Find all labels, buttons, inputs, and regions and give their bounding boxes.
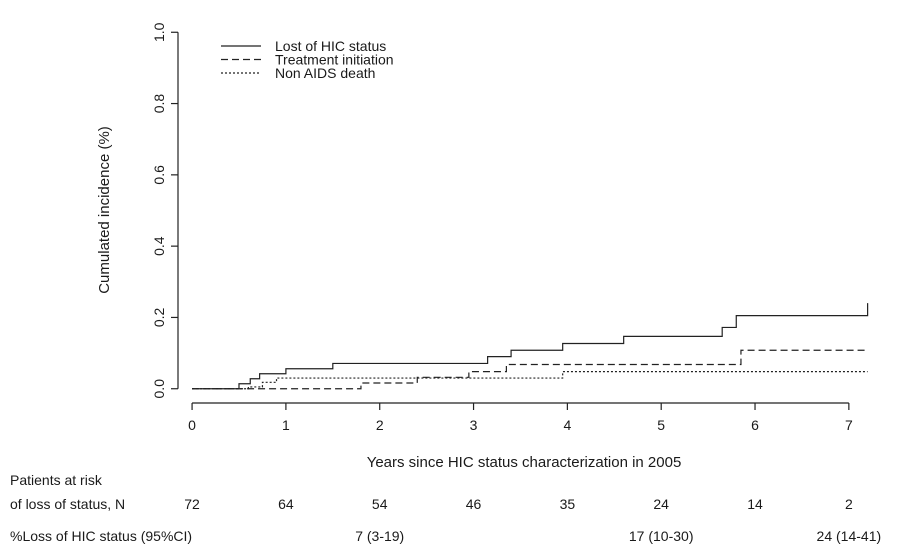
legend-label: Lost of HIC status <box>275 38 386 54</box>
risk-table-label-line2: of loss of status, N <box>10 496 126 512</box>
y-tick-label: 0.4 <box>151 236 167 256</box>
x-tick-label: 2 <box>376 417 384 433</box>
series-layer <box>192 303 869 390</box>
x-tick-label: 1 <box>282 417 290 433</box>
pct-loss-value: 24 (14-41) <box>816 528 882 544</box>
x-tick-label: 6 <box>751 417 759 433</box>
axes: 0.0 0.2 0.4 0.6 0.8 1.0 0 1 2 3 4 5 6 7 <box>151 22 853 433</box>
pct-loss-value: 17 (10-30) <box>628 528 694 544</box>
y-tick-label: 0.0 <box>151 379 167 399</box>
at-risk-count: 46 <box>465 496 482 512</box>
series-line-solid <box>192 303 869 390</box>
at-risk-count: 35 <box>559 496 576 512</box>
x-axis-label: Years since HIC status characterization … <box>367 454 682 471</box>
series-line-dotted <box>192 371 868 390</box>
y-axis-label: Cumulated incidence (%) <box>96 126 113 294</box>
x-tick-label: 4 <box>563 417 571 433</box>
legend-label: Non AIDS death <box>275 65 375 81</box>
risk-table-label-line1: Patients at risk <box>10 472 102 488</box>
at-risk-count: 24 <box>653 496 669 512</box>
x-tick-label: 5 <box>657 417 665 433</box>
legend-label: Treatment initiation <box>275 52 394 68</box>
y-tick-label: 0.6 <box>151 165 167 185</box>
at-risk-count: 54 <box>371 496 388 512</box>
at-risk-count: 2 <box>844 496 853 512</box>
at-risk-count: 72 <box>184 496 200 512</box>
y-tick-label: 0.2 <box>151 308 167 328</box>
at-risk-count: 14 <box>747 496 763 512</box>
y-tick-label: 0.8 <box>151 94 167 114</box>
pct-loss-value: 7 (3-19) <box>355 528 405 544</box>
x-tick-label: 3 <box>470 417 478 433</box>
x-tick-label: 0 <box>188 417 196 433</box>
x-tick-label: 7 <box>845 417 853 433</box>
pct-table-label: %Loss of HIC status (95%CI) <box>10 528 193 544</box>
series-line-dashed <box>192 349 868 390</box>
cumulative-incidence-chart: 0.0 0.2 0.4 0.6 0.8 1.0 0 1 2 3 4 5 6 7 Lost of HIC s… <box>96 22 869 471</box>
at-risk-count: 64 <box>278 496 294 512</box>
y-tick-label: 1.0 <box>151 22 167 42</box>
